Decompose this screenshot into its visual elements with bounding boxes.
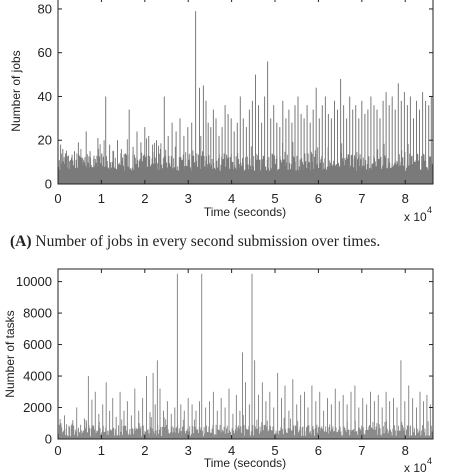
jobs-y-tick-label: 60 bbox=[38, 45, 52, 60]
tasks-x-tick-label: 8 bbox=[402, 443, 409, 458]
jobs-y-tick-label: 20 bbox=[38, 133, 52, 148]
jobs-x-multiplier-exponent: 4 bbox=[427, 205, 432, 215]
jobs-x-tick-label: 4 bbox=[228, 191, 235, 206]
tasks-x-tick-label: 0 bbox=[54, 443, 61, 458]
caption-a-letter: (A) bbox=[10, 233, 32, 250]
jobs-x-tick-label: 0 bbox=[54, 191, 61, 206]
tasks-chart: 0 1 2 3 4 5 6 7 8 0 2000 4000 6000 8000 10000 Number o… bbox=[3, 268, 434, 474]
tasks-x-tick-label: 7 bbox=[358, 443, 365, 458]
tasks-y-tick-label: 0 bbox=[45, 432, 52, 447]
tasks-x-axis-label: Time (seconds) bbox=[204, 456, 286, 470]
tasks-y-tick-label: 10000 bbox=[16, 274, 52, 289]
jobs-y-tick-label: 40 bbox=[38, 89, 52, 104]
tasks-y-tick-label: 4000 bbox=[23, 369, 52, 384]
tasks-y-tick-label: 6000 bbox=[23, 337, 52, 352]
jobs-x-tick-label: 1 bbox=[98, 191, 105, 206]
tasks-x-multiplier: x 10 bbox=[404, 461, 427, 474]
tasks-x-tick-label: 2 bbox=[141, 443, 148, 458]
jobs-bars bbox=[58, 11, 434, 184]
jobs-x-tick-label: 2 bbox=[141, 191, 148, 206]
jobs-y-axis-label: Number of jobs bbox=[9, 50, 23, 131]
tasks-y-tick-label: 8000 bbox=[23, 306, 52, 321]
tasks-x-tick-label: 6 bbox=[315, 443, 322, 458]
jobs-x-tick-label: 5 bbox=[271, 191, 278, 206]
jobs-x-multiplier: x 10 bbox=[404, 210, 427, 224]
tasks-axis-ticks: 0 1 2 3 4 5 6 7 8 0 2000 4000 6000 8000 10000 bbox=[16, 269, 433, 458]
jobs-x-axis-label: Time (seconds) bbox=[204, 205, 286, 219]
tasks-x-multiplier-exponent: 4 bbox=[427, 456, 432, 466]
jobs-y-tick-label: 0 bbox=[45, 177, 52, 192]
jobs-x-tick-label: 7 bbox=[358, 191, 365, 206]
tasks-plot-frame bbox=[57, 268, 434, 440]
tasks-bars bbox=[58, 273, 434, 439]
caption-a-text: Number of jobs in every second submissio… bbox=[35, 233, 380, 250]
tasks-x-tick-label: 1 bbox=[98, 443, 105, 458]
jobs-plot-frame bbox=[57, 0, 434, 185]
jobs-x-tick-label: 6 bbox=[315, 191, 322, 206]
jobs-y-tick-label: 80 bbox=[38, 1, 52, 16]
tasks-x-tick-label: 4 bbox=[228, 443, 235, 458]
tasks-y-axis-label: Number of tasks bbox=[3, 310, 17, 397]
tasks-x-tick-label: 3 bbox=[185, 443, 192, 458]
tasks-x-tick-label: 5 bbox=[271, 443, 278, 458]
caption-a: (A) Number of jobs in every second submi… bbox=[10, 233, 380, 250]
tasks-y-tick-label: 2000 bbox=[23, 400, 52, 415]
jobs-x-tick-label: 3 bbox=[185, 191, 192, 206]
jobs-x-tick-label: 8 bbox=[402, 191, 409, 206]
